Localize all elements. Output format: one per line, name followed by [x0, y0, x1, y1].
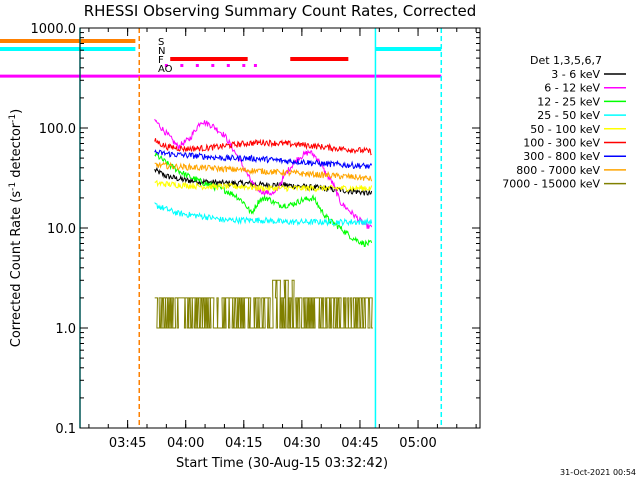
legend-label: 6 - 12 keV [544, 82, 600, 95]
y-axis-label: Corrected Count Rate (s-1 detector-1) [8, 109, 24, 347]
x-tick-label: 03:45 [109, 436, 146, 451]
legend-label: 300 - 800 keV [523, 150, 600, 163]
attenuator-dot [164, 64, 168, 67]
series-layer [154, 118, 373, 329]
series-line [154, 161, 373, 182]
attenuator-dot [195, 64, 199, 67]
flag-label: N [158, 46, 165, 57]
legend-title: Det 1,3,5,6,7 [530, 54, 602, 67]
y-tick-label: 1.0 [55, 322, 76, 337]
attenuator-dot [226, 64, 230, 67]
series-line [154, 179, 373, 193]
legend-label: 3 - 6 keV [551, 68, 600, 81]
series-line [154, 279, 373, 329]
series-line [154, 202, 373, 227]
legend-label: 7000 - 15000 keV [502, 178, 600, 191]
legend-label: 25 - 50 keV [537, 109, 600, 122]
legend-label: 12 - 25 keV [537, 95, 600, 108]
series-line [154, 138, 372, 156]
x-axis: 03:45 04:00 04:15 04:30 04:45 05:00 [88, 28, 477, 451]
legend-label: 50 - 100 keV [530, 123, 600, 136]
flag-label: AO [158, 64, 173, 75]
y-tick-label: 100.0 [39, 122, 76, 137]
x-tick-label: 04:00 [167, 436, 204, 451]
x-tick-label: 04:30 [283, 436, 320, 451]
x-tick-label: 04:15 [225, 436, 262, 451]
x-tick-label: 05:00 [399, 436, 436, 451]
attenuator-dot [211, 64, 215, 67]
legend-label: 800 - 7000 keV [516, 164, 600, 177]
x-tick-label: 04:45 [341, 436, 378, 451]
y-tick-label: 0.1 [55, 422, 76, 437]
attenuator-dot [180, 64, 184, 67]
chart-title: RHESSI Observing Summary Count Rates, Co… [84, 2, 477, 20]
y-axis: 0.1 1.0 10.0 100.0 1000.0 [31, 22, 480, 437]
observing-flags [0, 39, 442, 78]
generation-timestamp: 31-Oct-2021 00:54 [560, 468, 636, 477]
y-tick-label: 10.0 [47, 222, 76, 237]
flag-label: F [158, 55, 164, 66]
series-line [154, 149, 373, 170]
attenuator-dot [242, 64, 246, 67]
attenuator-dot [253, 64, 257, 67]
flag-label: S [158, 37, 164, 48]
x-axis-label: Start Time (30-Aug-15 03:32:42) [176, 456, 388, 471]
y-tick-label: 1000.0 [31, 22, 77, 37]
legend-label: 100 - 300 keV [523, 137, 600, 150]
